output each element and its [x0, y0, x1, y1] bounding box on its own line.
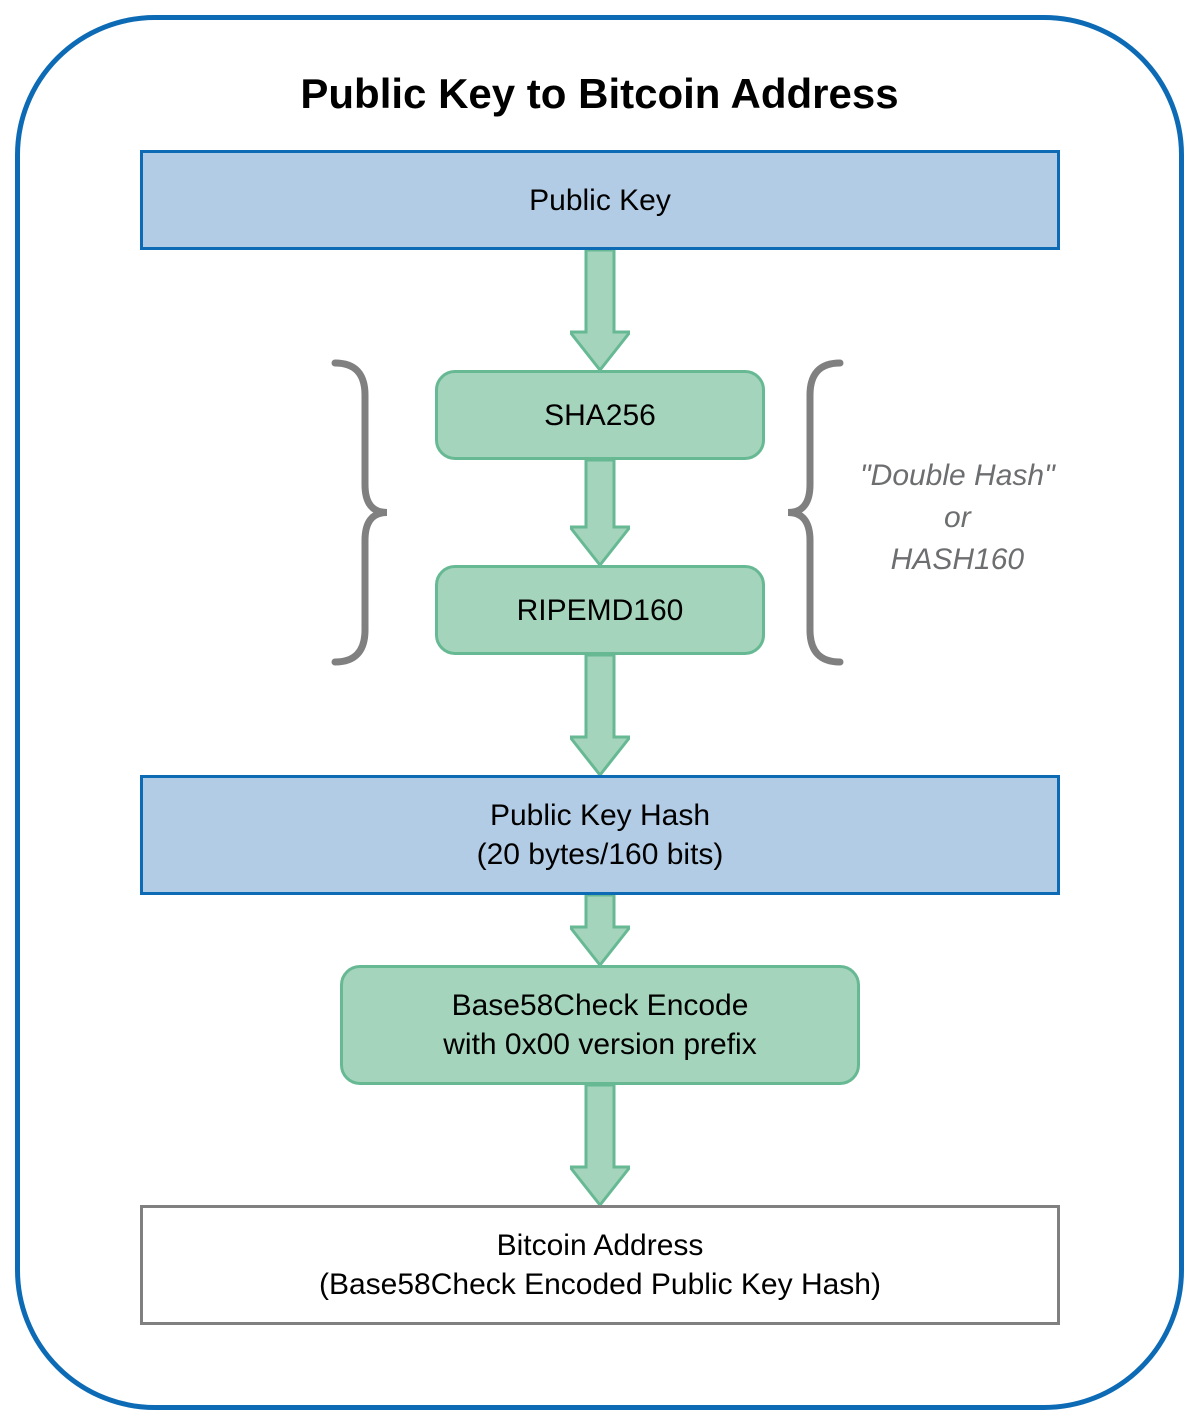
public-key-label: Public Key [529, 181, 671, 220]
bitcoin-address-line1: Bitcoin Address [497, 1226, 704, 1265]
annotation-line3: HASH160 [860, 539, 1055, 581]
public-key-hash-line1: Public Key Hash [490, 796, 710, 835]
annotation-line2: or [860, 497, 1055, 539]
double-hash-annotation: "Double Hash" or HASH160 [860, 455, 1055, 581]
base58check-line1: Base58Check Encode [452, 986, 749, 1025]
annotation-line1: "Double Hash" [860, 455, 1055, 497]
flow-arrow-4 [570, 1085, 630, 1210]
right-brace [780, 355, 850, 675]
bitcoin-address-box: Bitcoin Address (Base58Check Encoded Pub… [140, 1205, 1060, 1325]
left-brace [325, 355, 395, 675]
sha256-box: SHA256 [435, 370, 765, 460]
diagram-title: Public Key to Bitcoin Address [0, 70, 1199, 118]
sha256-label: SHA256 [544, 396, 656, 435]
ripemd160-label: RIPEMD160 [517, 591, 684, 630]
base58check-box: Base58Check Encode with 0x00 version pre… [340, 965, 860, 1085]
public-key-box: Public Key [140, 150, 1060, 250]
bitcoin-address-line2: (Base58Check Encoded Public Key Hash) [319, 1265, 881, 1304]
public-key-hash-line2: (20 bytes/160 bits) [477, 835, 724, 874]
flow-arrow-2 [570, 655, 630, 780]
ripemd160-box: RIPEMD160 [435, 565, 765, 655]
base58check-line2: with 0x00 version prefix [443, 1025, 756, 1064]
flow-arrow-1 [570, 460, 630, 570]
public-key-hash-box: Public Key Hash (20 bytes/160 bits) [140, 775, 1060, 895]
flow-arrow-3 [570, 895, 630, 970]
flow-arrow-0 [570, 250, 630, 375]
